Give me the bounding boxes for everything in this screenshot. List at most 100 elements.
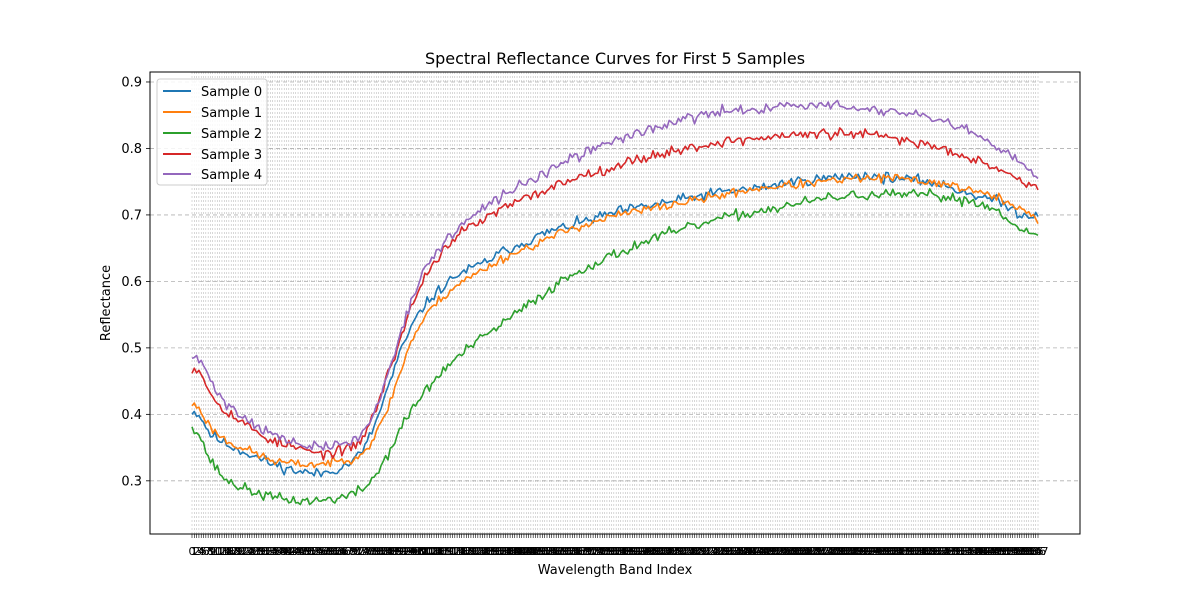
x-tick-label: 35 <box>266 545 280 558</box>
x-tick-label: 62 <box>328 545 342 558</box>
x-tick-label: 54 <box>309 545 323 558</box>
x-tick-label: 90 <box>392 545 406 558</box>
x-tick-label: 151 <box>530 545 551 558</box>
x-tick-label: 343 <box>972 545 993 558</box>
x-tick-label: 96 <box>406 545 420 558</box>
x-tick-label: 89 <box>390 545 404 558</box>
x-tick-label: 41 <box>280 545 294 558</box>
x-tick-label: 204 <box>652 545 673 558</box>
x-tick-label: 138 <box>500 545 521 558</box>
x-tick-label: 202 <box>647 545 668 558</box>
x-tick-label: 224 <box>698 545 719 558</box>
x-tick-label: 73 <box>353 545 367 558</box>
x-tick-label: 215 <box>677 545 698 558</box>
x-tick-label: 28 <box>250 545 264 558</box>
x-tick-label: 301 <box>875 545 896 558</box>
x-tick-label: 44 <box>286 545 300 558</box>
x-tick-label: 272 <box>809 545 830 558</box>
x-tick-label: 130 <box>481 545 502 558</box>
x-tick-label: 317 <box>912 545 933 558</box>
x-tick-label: 282 <box>832 545 853 558</box>
x-tick-label: 30 <box>254 545 268 558</box>
x-tick-label: 69 <box>344 545 358 558</box>
x-tick-label: 329 <box>940 545 961 558</box>
x-tick-label: 304 <box>882 545 903 558</box>
x-tick-label: 13 <box>215 545 229 558</box>
x-tick-label: 285 <box>838 545 859 558</box>
x-tick-label: 187 <box>613 545 634 558</box>
x-tick-label: 337 <box>958 545 979 558</box>
x-tick-label: 216 <box>679 545 700 558</box>
x-tick-label: 81 <box>372 545 386 558</box>
x-tick-label: 38 <box>273 545 287 558</box>
x-tick-label: 231 <box>714 545 735 558</box>
x-tick-label: 218 <box>684 545 705 558</box>
x-tick-label: 292 <box>855 545 876 558</box>
x-tick-label: 134 <box>490 545 511 558</box>
x-tick-label: 235 <box>723 545 744 558</box>
x-tick-label: 237 <box>728 545 749 558</box>
x-tick-label: 344 <box>974 545 995 558</box>
x-tick-label: 338 <box>961 545 982 558</box>
x-tick-label: 113 <box>442 545 463 558</box>
x-tick-label: 352 <box>993 545 1014 558</box>
x-tick-label: 245 <box>746 545 767 558</box>
x-tick-label: 144 <box>513 545 534 558</box>
x-tick-label: 179 <box>594 545 615 558</box>
x-tick-label: 228 <box>707 545 728 558</box>
x-tick-label: 206 <box>656 545 677 558</box>
x-tick-label: 65 <box>335 545 349 558</box>
x-tick-label: 232 <box>716 545 737 558</box>
x-tick-label: 32 <box>259 545 273 558</box>
x-tick-label: 248 <box>753 545 774 558</box>
x-tick-label: 129 <box>479 545 500 558</box>
x-tick-label: 342 <box>970 545 991 558</box>
x-tick-label: 276 <box>818 545 839 558</box>
y-tick-label: 0.6 <box>121 275 142 290</box>
series-line-sample-3 <box>191 127 1039 461</box>
x-tick-label: 47 <box>293 545 307 558</box>
x-tick-label: 40 <box>277 545 291 558</box>
x-tick-label: 244 <box>744 545 765 558</box>
x-tick-label: 310 <box>896 545 917 558</box>
x-tick-label: 72 <box>351 545 365 558</box>
x-tick-label: 309 <box>894 545 915 558</box>
x-tick-label: 67 <box>339 545 353 558</box>
x-tick-label: 59 <box>321 545 335 558</box>
x-tick-label: 49 <box>298 545 312 558</box>
x-tick-label: 279 <box>825 545 846 558</box>
x-tick-label: 5 <box>200 545 207 558</box>
x-tick-label: 227 <box>705 545 726 558</box>
x-tick-label: 14 <box>217 545 231 558</box>
x-tick-label: 99 <box>413 545 427 558</box>
x-tick-label: 85 <box>381 545 395 558</box>
x-tick-label: 260 <box>781 545 802 558</box>
x-tick-label: 56 <box>314 545 328 558</box>
x-tick-label: 42 <box>282 545 296 558</box>
legend-label-sample-1: Sample 1 <box>201 106 262 121</box>
x-tick-label: 259 <box>779 545 800 558</box>
x-tick-label: 360 <box>1011 545 1032 558</box>
x-tick-label: 308 <box>891 545 912 558</box>
x-tick-label: 48 <box>296 545 310 558</box>
x-tick-label: 1 <box>191 545 198 558</box>
x-tick-label: 203 <box>649 545 670 558</box>
x-tick-label: 10 <box>208 545 222 558</box>
x-tick-label: 247 <box>751 545 772 558</box>
x-tick-label: 316 <box>910 545 931 558</box>
x-tick-label: 11 <box>210 545 224 558</box>
x-tick-label: 253 <box>765 545 786 558</box>
x-tick-label: 19 <box>229 545 243 558</box>
x-tick-label: 83 <box>376 545 390 558</box>
x-tick-label: 150 <box>527 545 548 558</box>
x-tick-label: 289 <box>848 545 869 558</box>
x-tick-label: 163 <box>557 545 578 558</box>
x-tick-label: 39 <box>275 545 289 558</box>
x-tick-label: 327 <box>935 545 956 558</box>
x-tick-label: 110 <box>435 545 456 558</box>
x-tick-label: 168 <box>569 545 590 558</box>
x-tick-label: 291 <box>852 545 873 558</box>
x-tick-label: 87 <box>386 545 400 558</box>
x-tick-label: 34 <box>263 545 277 558</box>
x-tick-label: 177 <box>590 545 611 558</box>
